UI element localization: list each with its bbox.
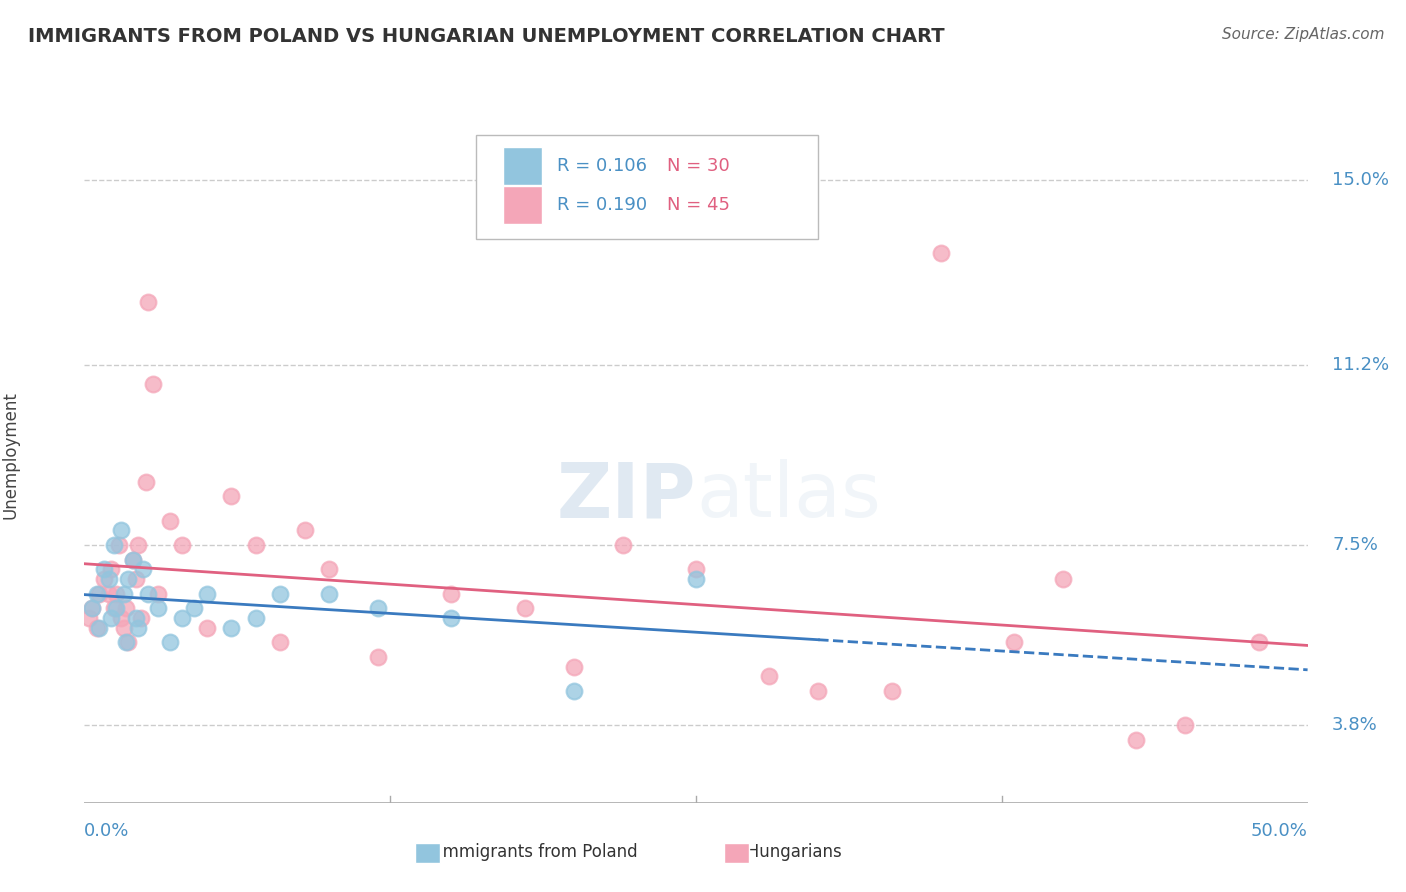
Point	[87, 621, 110, 635]
Point	[112, 586, 135, 600]
Point	[135, 475, 157, 489]
Point	[125, 572, 148, 586]
Point	[245, 611, 267, 625]
Point	[219, 489, 242, 503]
Point	[880, 684, 903, 698]
Point	[87, 586, 110, 600]
Point	[107, 538, 129, 552]
Point	[612, 538, 634, 552]
Text: 7.5%: 7.5%	[1331, 536, 1378, 554]
Point	[127, 538, 149, 552]
Point	[159, 635, 181, 649]
Point	[1174, 718, 1197, 732]
Point	[294, 524, 316, 538]
Point	[807, 684, 830, 698]
Point	[103, 538, 125, 552]
Text: IMMIGRANTS FROM POLAND VS HUNGARIAN UNEMPLOYMENT CORRELATION CHART: IMMIGRANTS FROM POLAND VS HUNGARIAN UNEM…	[28, 27, 945, 45]
Text: ZIP: ZIP	[557, 459, 696, 533]
Point	[86, 586, 108, 600]
Point	[318, 586, 340, 600]
Point	[127, 621, 149, 635]
Point	[105, 586, 128, 600]
Point	[129, 611, 152, 625]
Text: R = 0.106: R = 0.106	[557, 157, 647, 175]
Point	[172, 538, 194, 552]
Point	[100, 611, 122, 625]
Text: Immigrants from Poland: Immigrants from Poland	[422, 843, 637, 861]
Text: Source: ZipAtlas.com: Source: ZipAtlas.com	[1222, 27, 1385, 42]
Point	[80, 601, 103, 615]
Text: Unemployment: Unemployment	[1, 391, 20, 519]
Point	[685, 562, 707, 576]
Point	[562, 684, 585, 698]
Point	[172, 611, 194, 625]
Text: 50.0%: 50.0%	[1251, 822, 1308, 840]
Text: R = 0.190: R = 0.190	[557, 196, 647, 214]
Point	[117, 635, 139, 649]
Point	[93, 572, 115, 586]
Point	[142, 377, 165, 392]
Point	[318, 562, 340, 576]
Point	[562, 659, 585, 673]
Text: 11.2%: 11.2%	[1331, 356, 1389, 374]
Point	[159, 514, 181, 528]
Point	[97, 572, 120, 586]
Point	[93, 562, 115, 576]
Point	[112, 621, 135, 635]
Bar	[503, 186, 541, 224]
Point	[245, 538, 267, 552]
Bar	[503, 146, 541, 185]
Point	[929, 246, 952, 260]
Point	[513, 601, 536, 615]
Point	[105, 601, 128, 615]
Text: 0.0%: 0.0%	[84, 822, 129, 840]
Text: N = 45: N = 45	[666, 196, 730, 214]
Point	[1052, 572, 1074, 586]
Point	[685, 572, 707, 586]
Point	[125, 611, 148, 625]
Point	[136, 586, 159, 600]
Point	[103, 601, 125, 615]
Point	[440, 611, 463, 625]
Point	[367, 601, 389, 615]
Point	[195, 586, 218, 600]
Point	[80, 601, 103, 615]
Point	[219, 621, 242, 635]
Point	[122, 552, 145, 566]
Point	[110, 524, 132, 538]
Point	[269, 635, 291, 649]
Point	[136, 294, 159, 309]
Point	[100, 562, 122, 576]
Text: atlas: atlas	[696, 459, 880, 533]
Point	[440, 586, 463, 600]
Point	[1002, 635, 1025, 649]
Point	[86, 621, 108, 635]
Point	[122, 552, 145, 566]
Point	[146, 601, 169, 615]
Point	[183, 601, 205, 615]
FancyBboxPatch shape	[475, 135, 818, 239]
Point	[758, 669, 780, 683]
Point	[97, 586, 120, 600]
Text: 15.0%: 15.0%	[1331, 171, 1389, 189]
Point	[367, 649, 389, 664]
Point	[115, 601, 138, 615]
Point	[146, 586, 169, 600]
Text: Hungarians: Hungarians	[731, 843, 842, 861]
Point	[77, 611, 100, 625]
Point	[1247, 635, 1270, 649]
Point	[117, 572, 139, 586]
Point	[132, 562, 155, 576]
Point	[195, 621, 218, 635]
Point	[115, 635, 138, 649]
Point	[110, 611, 132, 625]
Point	[1125, 732, 1147, 747]
Text: N = 30: N = 30	[666, 157, 730, 175]
Text: 3.8%: 3.8%	[1331, 716, 1378, 734]
Point	[269, 586, 291, 600]
